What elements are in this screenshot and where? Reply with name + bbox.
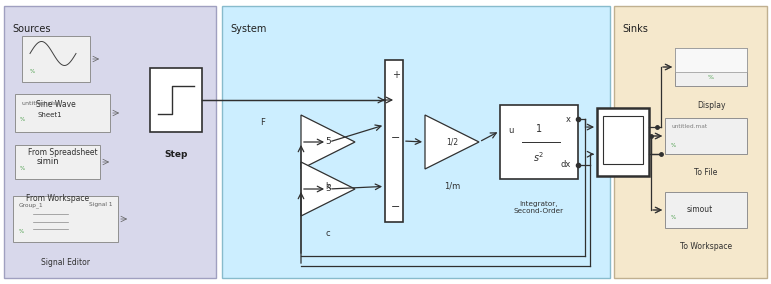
Text: System: System <box>230 24 266 34</box>
Bar <box>603 116 643 164</box>
Text: Display: Display <box>697 101 726 110</box>
Bar <box>597 108 649 176</box>
Text: 1/2: 1/2 <box>446 137 458 147</box>
Text: −: − <box>391 202 400 212</box>
Bar <box>222 6 610 278</box>
Polygon shape <box>301 162 355 216</box>
Bar <box>13 196 118 242</box>
Text: Sinks: Sinks <box>622 24 648 34</box>
Bar <box>500 105 578 179</box>
Polygon shape <box>425 115 479 169</box>
Polygon shape <box>301 115 355 169</box>
Bar <box>22 36 90 82</box>
Text: 1/m: 1/m <box>444 182 460 191</box>
Text: To Workspace: To Workspace <box>680 242 732 251</box>
Text: %: % <box>19 229 24 234</box>
Text: 1: 1 <box>536 124 542 134</box>
Text: x: x <box>566 115 571 124</box>
Text: %: % <box>20 166 25 171</box>
Text: c: c <box>325 229 330 238</box>
Bar <box>15 145 100 179</box>
Text: untitled.mat: untitled.mat <box>671 124 707 129</box>
Bar <box>665 192 747 228</box>
Text: −: − <box>391 133 400 143</box>
Text: $s^2$: $s^2$ <box>534 150 544 164</box>
Text: From Spreadsheet: From Spreadsheet <box>28 148 97 157</box>
Text: simin: simin <box>37 158 59 166</box>
Text: From Workspace: From Workspace <box>26 194 89 203</box>
Bar <box>675 48 747 86</box>
Text: To File: To File <box>695 168 718 177</box>
Bar <box>150 68 202 132</box>
Text: Group_1: Group_1 <box>19 202 44 208</box>
Text: Integrator,
Second-Order: Integrator, Second-Order <box>514 201 564 214</box>
Bar <box>675 48 747 72</box>
Text: %: % <box>671 215 676 220</box>
Text: Signal 1: Signal 1 <box>89 202 112 207</box>
Bar <box>614 6 767 278</box>
Bar <box>15 94 110 132</box>
Text: k: k <box>325 182 331 191</box>
Text: untitled.xlsx: untitled.xlsx <box>21 101 60 106</box>
Text: %: % <box>671 143 676 148</box>
Text: simout: simout <box>687 206 713 214</box>
Bar <box>665 118 747 154</box>
Text: Sine Wave: Sine Wave <box>36 100 76 109</box>
Text: %: % <box>708 75 714 80</box>
Text: u: u <box>508 126 513 135</box>
Text: F: F <box>260 118 265 127</box>
Text: Sources: Sources <box>12 24 50 34</box>
Text: Step: Step <box>164 150 187 159</box>
Text: dx: dx <box>561 160 571 169</box>
Text: Sheet1: Sheet1 <box>37 112 62 118</box>
Bar <box>385 60 403 222</box>
Text: 3: 3 <box>325 185 331 193</box>
Text: Signal Editor: Signal Editor <box>41 258 90 267</box>
Bar <box>4 6 216 278</box>
Text: 5: 5 <box>325 137 331 147</box>
Text: +: + <box>392 70 400 80</box>
Text: %: % <box>20 117 25 122</box>
Text: %: % <box>30 69 35 74</box>
